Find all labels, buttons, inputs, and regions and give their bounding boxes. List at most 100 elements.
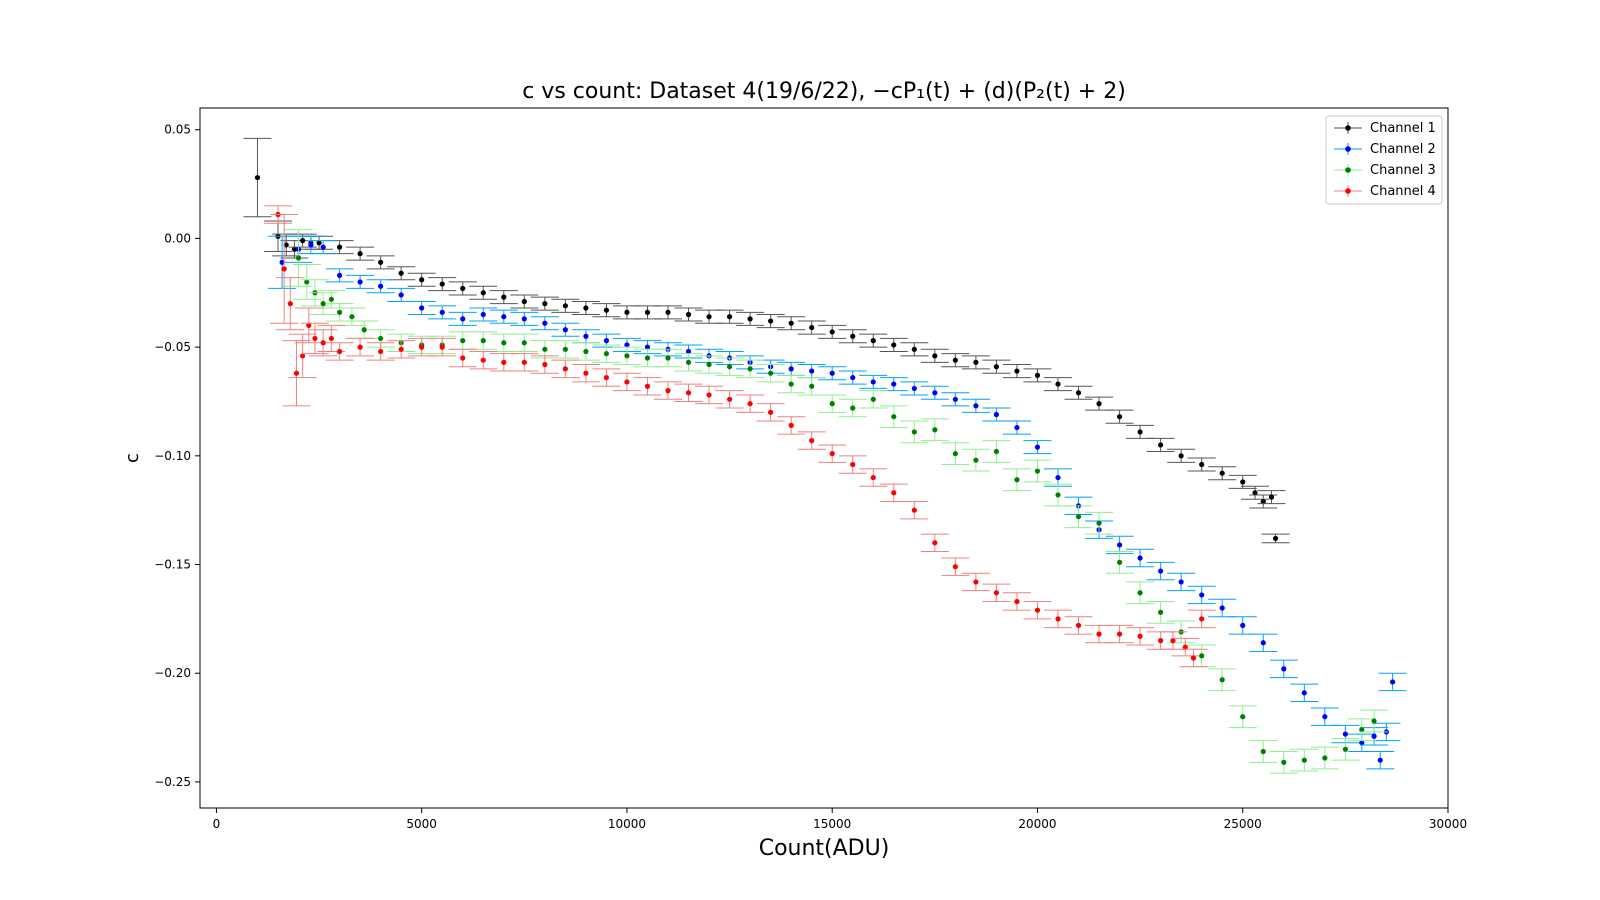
data-point bbox=[891, 342, 897, 348]
x-tick-label: 20000 bbox=[1018, 817, 1056, 831]
data-point bbox=[952, 564, 958, 570]
data-point bbox=[1014, 424, 1020, 431]
data-point bbox=[501, 359, 507, 365]
data-point bbox=[1219, 677, 1225, 683]
data-point bbox=[439, 281, 445, 287]
data-point bbox=[460, 316, 466, 322]
data-point bbox=[1342, 731, 1348, 737]
x-axis-title: Count(ADU) bbox=[759, 836, 890, 861]
data-point bbox=[306, 322, 312, 328]
data-point bbox=[809, 383, 815, 389]
data-point bbox=[706, 361, 712, 368]
data-point bbox=[308, 242, 314, 248]
data-point bbox=[419, 277, 425, 283]
data-point bbox=[1240, 622, 1246, 628]
data-point bbox=[603, 338, 610, 344]
data-point bbox=[891, 490, 897, 496]
data-point bbox=[788, 366, 794, 372]
data-point bbox=[1158, 609, 1164, 615]
data-point bbox=[460, 355, 466, 361]
data-point bbox=[768, 409, 774, 415]
data-point bbox=[1055, 474, 1061, 481]
data-point bbox=[279, 259, 285, 265]
y-tick-label: −0.25 bbox=[154, 775, 191, 789]
data-point bbox=[685, 311, 692, 318]
data-point bbox=[1116, 414, 1123, 420]
data-point bbox=[562, 303, 568, 309]
legend-box bbox=[1325, 115, 1443, 205]
data-point bbox=[706, 392, 712, 398]
legend-label: Channel 4 bbox=[1370, 184, 1436, 199]
data-point bbox=[583, 348, 589, 355]
data-point bbox=[624, 342, 630, 348]
data-point bbox=[398, 292, 404, 298]
data-point bbox=[521, 316, 527, 322]
legend-label: Channel 3 bbox=[1370, 163, 1436, 178]
y-tick-label: 0.05 bbox=[164, 123, 191, 137]
data-point bbox=[1116, 631, 1123, 637]
data-point bbox=[1301, 757, 1307, 763]
data-point bbox=[665, 388, 671, 394]
data-point bbox=[562, 346, 568, 352]
data-point bbox=[1137, 429, 1143, 435]
data-point bbox=[320, 301, 326, 307]
series-channel-2 bbox=[268, 235, 1407, 770]
data-point bbox=[1075, 514, 1082, 520]
data-point bbox=[952, 396, 958, 402]
data-point bbox=[480, 357, 486, 363]
series-channel-3 bbox=[284, 229, 1389, 774]
data-point bbox=[911, 385, 917, 392]
data-point bbox=[1260, 748, 1266, 755]
data-point bbox=[1260, 640, 1266, 646]
data-point bbox=[1137, 555, 1143, 561]
data-point bbox=[480, 311, 486, 318]
data-point bbox=[378, 348, 384, 355]
data-point bbox=[1301, 690, 1307, 696]
data-point bbox=[1014, 477, 1020, 483]
data-point bbox=[583, 333, 589, 339]
data-point bbox=[357, 344, 363, 350]
data-point bbox=[603, 307, 610, 313]
data-point bbox=[1359, 727, 1365, 733]
data-point bbox=[1034, 468, 1041, 474]
data-point bbox=[1371, 733, 1377, 739]
data-point bbox=[1014, 368, 1020, 374]
data-point bbox=[1034, 607, 1041, 613]
data-point bbox=[1389, 679, 1396, 685]
data-point bbox=[932, 353, 938, 359]
x-tick-label: 25000 bbox=[1224, 817, 1262, 831]
legend-label: Channel 1 bbox=[1370, 121, 1436, 136]
data-point bbox=[973, 359, 979, 365]
data-point bbox=[336, 272, 343, 278]
data-point bbox=[1260, 498, 1266, 505]
x-tick-label: 5000 bbox=[406, 817, 437, 831]
y-tick-label: −0.20 bbox=[154, 666, 191, 680]
data-point bbox=[1322, 714, 1328, 720]
data-point bbox=[1158, 568, 1164, 574]
data-point bbox=[542, 361, 548, 368]
series-channel-4 bbox=[264, 205, 1216, 668]
x-tick-label: 15000 bbox=[813, 817, 851, 831]
data-point bbox=[357, 279, 363, 285]
data-point bbox=[542, 320, 548, 326]
data-point bbox=[1034, 372, 1041, 378]
data-point bbox=[357, 251, 363, 257]
legend-marker bbox=[1345, 146, 1351, 152]
chart-title: c vs count: Dataset 4(19/6/22), −cP₁(t) … bbox=[522, 79, 1126, 104]
legend-item-channel-4: Channel 4 bbox=[1334, 184, 1436, 199]
data-point bbox=[973, 403, 979, 409]
data-point bbox=[1034, 444, 1041, 450]
data-point bbox=[993, 364, 1000, 370]
data-point bbox=[281, 266, 287, 272]
data-point bbox=[328, 296, 334, 302]
data-point bbox=[891, 381, 897, 387]
data-point bbox=[583, 370, 589, 376]
data-point bbox=[378, 259, 384, 265]
data-point bbox=[501, 294, 507, 300]
data-point bbox=[287, 301, 293, 307]
data-point bbox=[521, 359, 527, 365]
data-point bbox=[1199, 653, 1205, 659]
y-tick-label: −0.05 bbox=[154, 340, 191, 354]
data-point bbox=[316, 240, 322, 246]
data-point bbox=[583, 305, 589, 311]
